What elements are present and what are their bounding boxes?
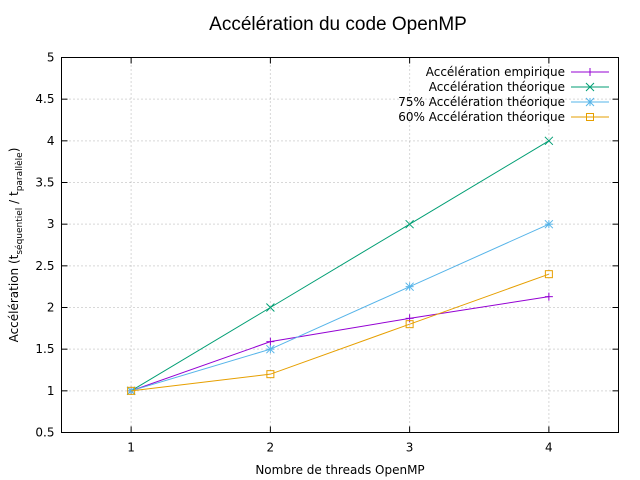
y-label-suffix: ) (7, 148, 21, 153)
y-tick-label: 4.5 (35, 92, 54, 106)
series-2-point (266, 303, 275, 312)
y-tick-label: 4 (47, 134, 55, 148)
y-tick-label: 2.5 (35, 259, 54, 273)
series-1-point (544, 292, 553, 301)
series-4-point-box (127, 386, 136, 395)
series-4-point (266, 370, 275, 379)
series-2-point-stroke (544, 136, 554, 146)
x-tick-label: 1 (127, 441, 135, 455)
chart-title: Accélération du code OpenMP (209, 14, 467, 35)
series-3-point-stroke (544, 219, 554, 229)
series-line-1 (130, 296, 549, 392)
series-1-point (266, 337, 275, 346)
y-label-sub2: parallèle (14, 152, 25, 191)
y-label-prefix: Accélération (t (7, 254, 21, 342)
series-3-point (405, 282, 414, 292)
y-tick-label: 2 (47, 301, 55, 315)
y-tick-label: 3.5 (35, 176, 54, 190)
series-line-3 (130, 223, 550, 392)
series-3-point (544, 219, 554, 229)
series-4-point (405, 320, 414, 329)
legend-swatch-marker (585, 97, 595, 107)
series-line-4 (131, 273, 550, 392)
x-tick-label: 3 (406, 441, 414, 455)
series-line-2 (130, 140, 550, 392)
y-tick-label: 1.5 (35, 342, 54, 356)
y-tick-label: 3 (47, 217, 55, 231)
legend-swatch-marker (586, 68, 594, 76)
legend-swatch-marker (585, 82, 595, 92)
legend-label: 75% Accélération théorique (398, 95, 565, 109)
legend-label: 60% Accélération théorique (398, 110, 565, 124)
series-layer (126, 136, 554, 396)
y-tick-label: 5 (47, 51, 55, 65)
y-axis-label: Accélération (tséquentiel / tparallèle) (7, 148, 25, 343)
y-tick-label: 0.5 (35, 426, 54, 440)
y-label-middle: / t (7, 191, 21, 208)
series-2-point (405, 219, 414, 229)
legend-swatch-marker-box (586, 113, 594, 121)
y-label-sub1: séquentiel (14, 208, 25, 255)
legend-label: Accélération théorique (429, 80, 565, 94)
series-3-point-stroke (405, 282, 414, 292)
axis-ticks: 0.5 1 1.5 2 2.5 3 3.5 4 4.5 5 1 2 3 4 (35, 51, 619, 455)
series-2-point-stroke (405, 219, 414, 229)
series-3-point-stroke (266, 344, 275, 354)
series-4-point (544, 270, 553, 279)
x-tick-label: 2 (267, 441, 275, 455)
legend-swatch-marker (586, 113, 594, 121)
series-4-point (127, 386, 136, 395)
legend-label: Accélération empirique (426, 65, 565, 79)
y-tick-label: 1 (47, 384, 55, 398)
x-axis-label: Nombre de threads OpenMP (255, 463, 424, 477)
legend-swatch-marker-stroke (585, 97, 595, 107)
series-4-point-box (405, 320, 414, 329)
plot-frame (61, 57, 619, 433)
grid (61, 57, 619, 433)
series-2-point (544, 136, 554, 146)
x-tick-label: 4 (545, 441, 553, 455)
series-2-point-stroke (266, 303, 275, 312)
series-3-point (266, 344, 275, 354)
series-4-point-box (266, 370, 275, 379)
legend-swatch-marker-stroke (585, 82, 595, 92)
series-4-point-box (544, 270, 553, 279)
